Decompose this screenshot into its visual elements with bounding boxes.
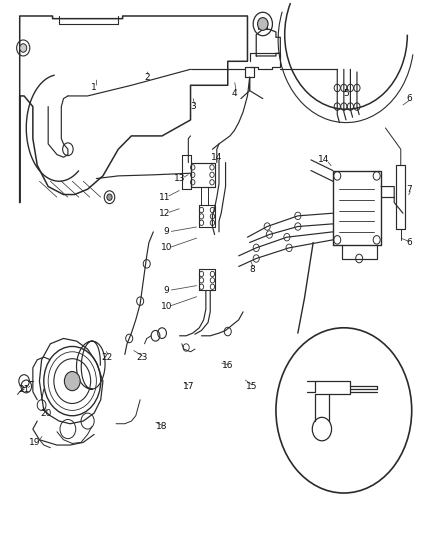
Text: 16: 16 <box>222 361 233 369</box>
Text: 19: 19 <box>29 438 41 447</box>
Circle shape <box>64 372 80 391</box>
Text: 14: 14 <box>318 156 330 164</box>
Text: 4: 4 <box>232 89 237 98</box>
Text: 18: 18 <box>156 422 168 431</box>
Circle shape <box>107 194 112 200</box>
Text: 9: 9 <box>163 228 170 236</box>
Text: 14: 14 <box>211 153 223 161</box>
Text: 8: 8 <box>249 265 255 273</box>
Text: 21: 21 <box>18 385 30 393</box>
Text: 6: 6 <box>406 94 413 103</box>
Text: 9: 9 <box>163 286 170 295</box>
Text: 6: 6 <box>406 238 413 247</box>
Circle shape <box>20 44 27 52</box>
Text: 20: 20 <box>40 409 52 417</box>
Text: 7: 7 <box>406 185 413 193</box>
Text: 17: 17 <box>183 382 194 391</box>
Text: 22: 22 <box>102 353 113 361</box>
Text: 5: 5 <box>343 89 349 98</box>
Circle shape <box>258 18 268 30</box>
Text: 10: 10 <box>161 302 172 311</box>
Text: 1: 1 <box>91 84 97 92</box>
Text: 3: 3 <box>190 102 196 111</box>
Text: 11: 11 <box>159 193 170 201</box>
Text: 13: 13 <box>174 174 185 183</box>
Text: 12: 12 <box>159 209 170 217</box>
Text: 10: 10 <box>161 244 172 252</box>
Text: 2: 2 <box>144 73 149 82</box>
Text: 23: 23 <box>137 353 148 361</box>
Text: 15: 15 <box>246 382 258 391</box>
